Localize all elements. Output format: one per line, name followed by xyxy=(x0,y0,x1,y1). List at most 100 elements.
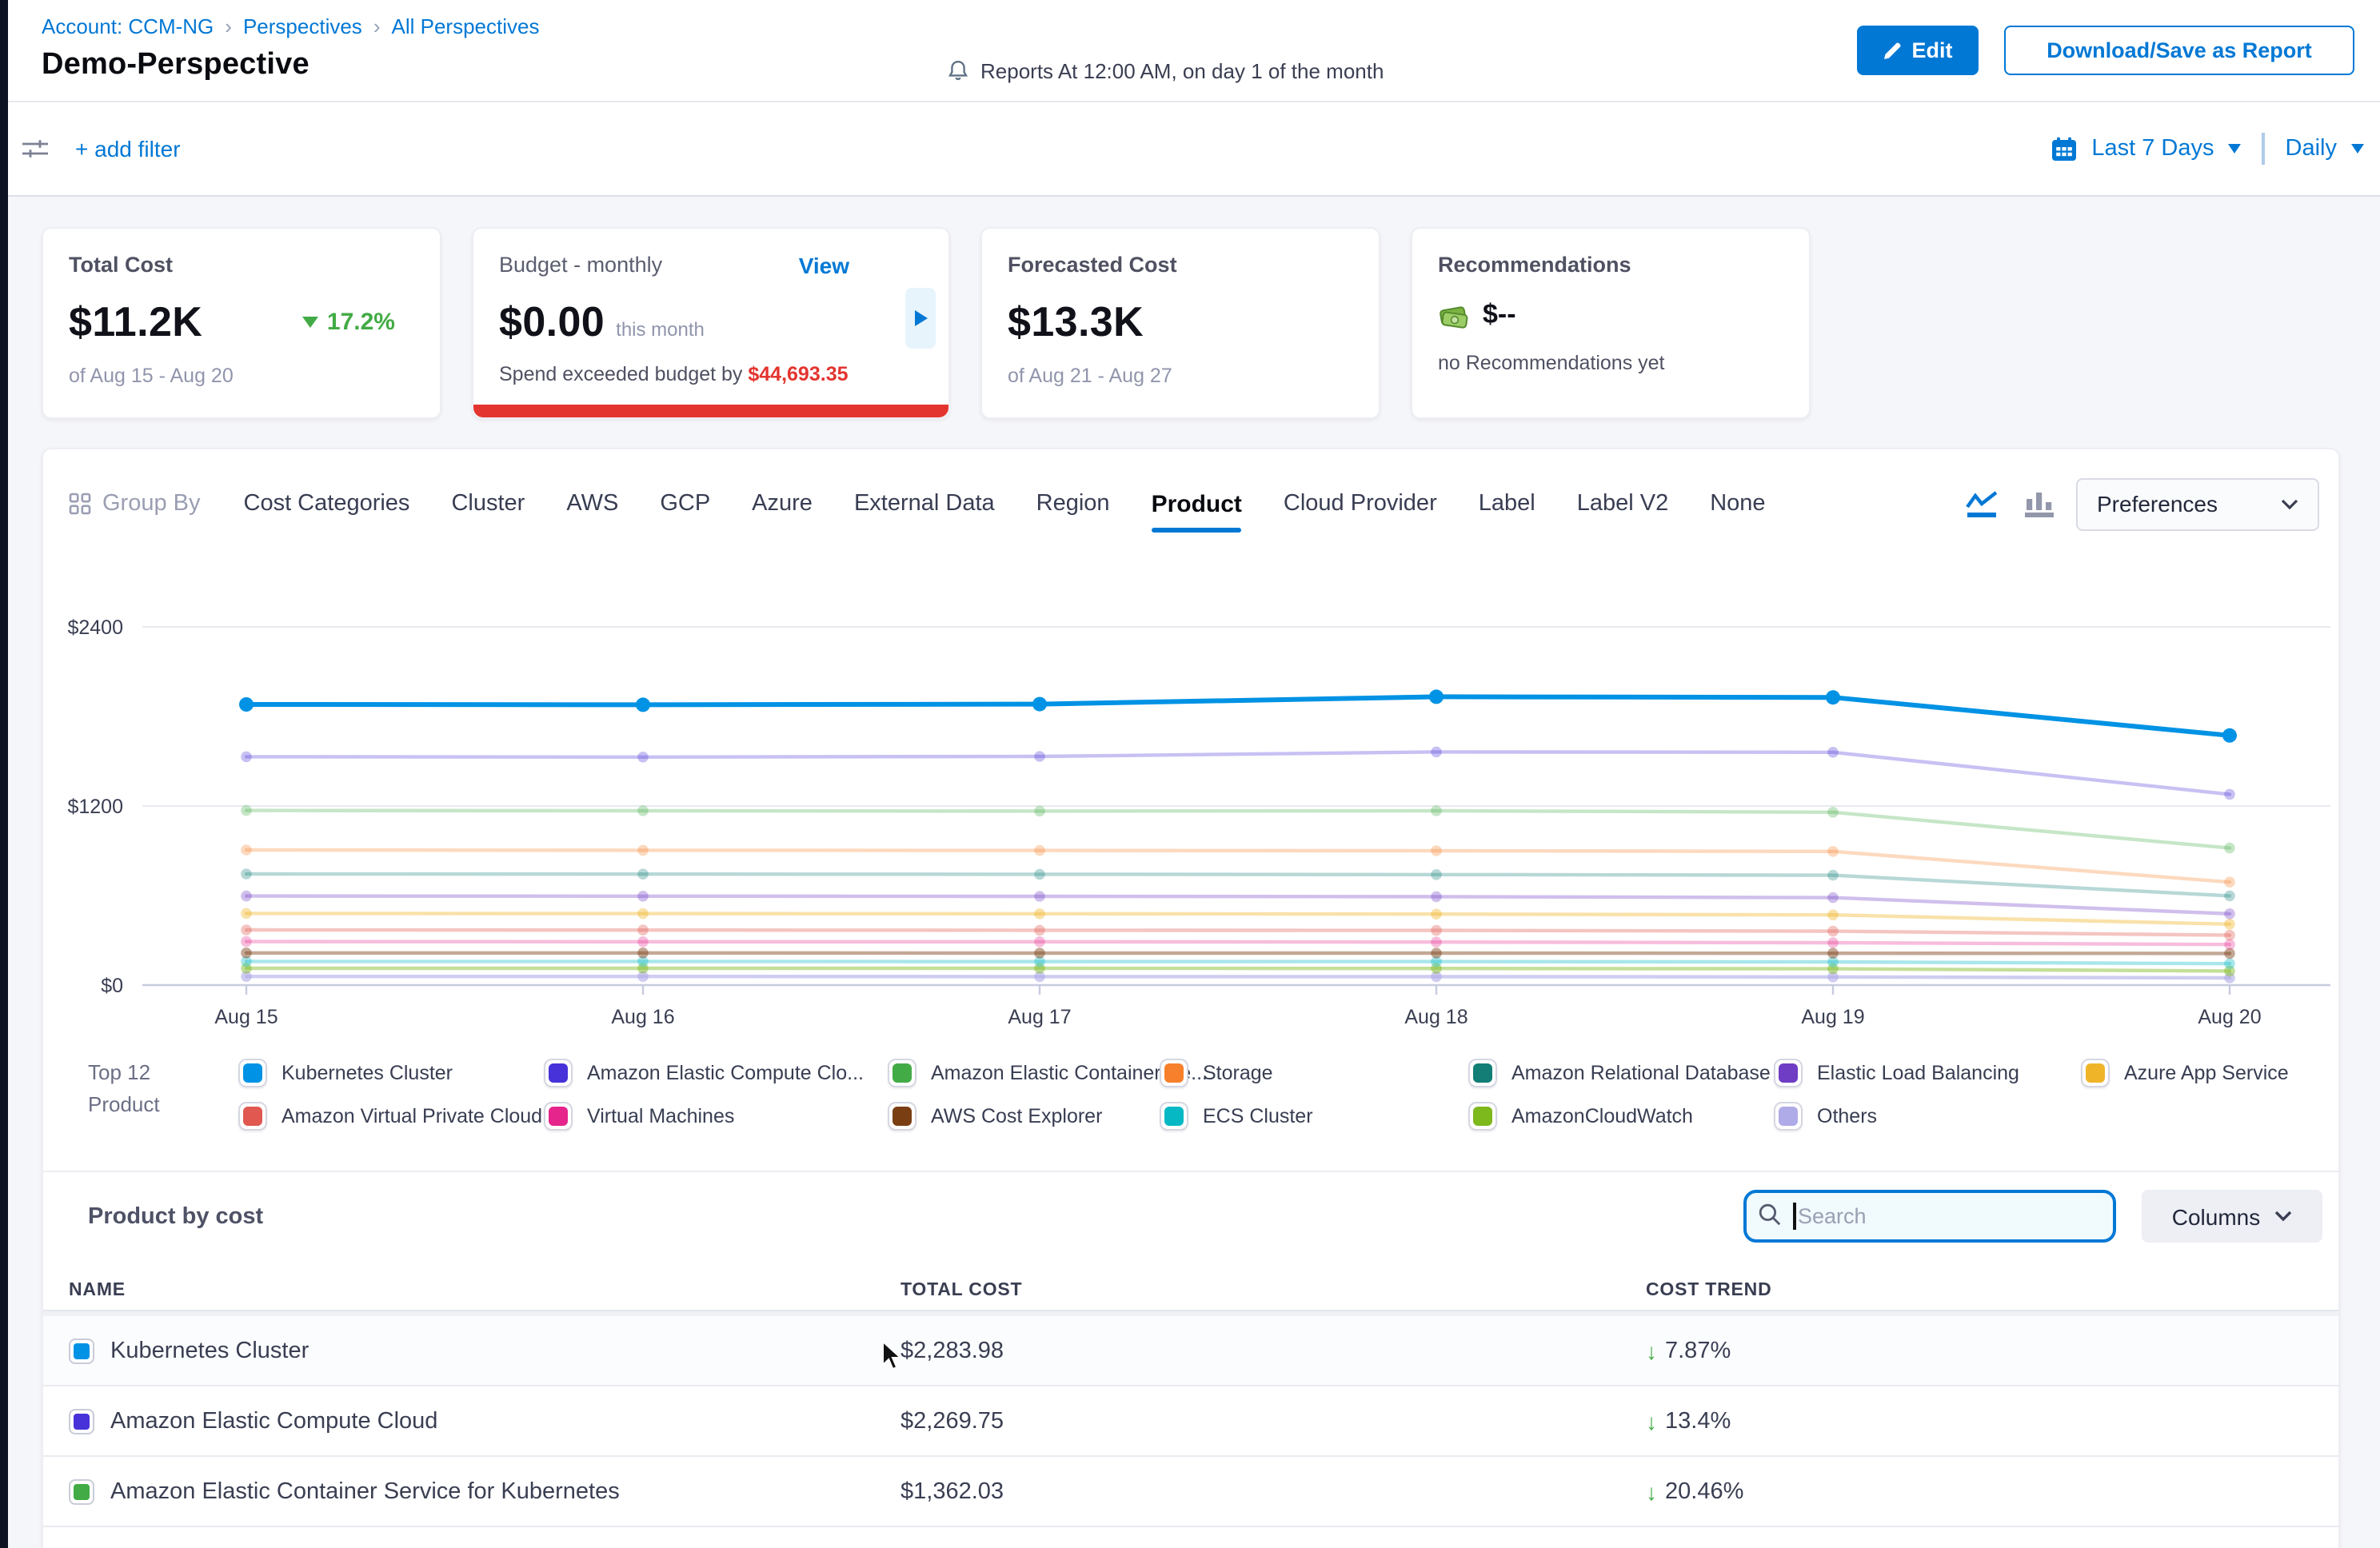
row-name-cell[interactable]: Amazon Elastic Container Service for Kub… xyxy=(69,1478,900,1504)
column-header-total-cost[interactable]: TOTAL COST xyxy=(900,1280,1646,1299)
tab-none[interactable]: None xyxy=(1710,491,1765,517)
tab-external-data[interactable]: External Data xyxy=(854,491,995,517)
table-row-amazon-elastic-compute-cloud[interactable]: Amazon Elastic Compute Cloud $2,269.75↓13… xyxy=(43,1386,2338,1457)
chevron-right-icon xyxy=(914,310,927,326)
columns-button[interactable]: Columns xyxy=(2142,1190,2322,1243)
svg-text:Aug 18: Aug 18 xyxy=(1404,1006,1468,1028)
svg-text:$1200: $1200 xyxy=(67,796,123,818)
cost-line-chart: $0$1200$2400Aug 15Aug 16Aug 17Aug 18Aug … xyxy=(43,577,2342,1057)
legend-label: Amazon Relational Database ... xyxy=(1511,1061,1793,1083)
search-input[interactable] xyxy=(1743,1190,2116,1243)
legend-item-amazoncloudwatch[interactable]: AmazonCloudWatch xyxy=(1468,1101,1774,1130)
svg-text:Aug 17: Aug 17 xyxy=(1008,1006,1071,1028)
trend-down-arrow-icon: ↓ xyxy=(1646,1338,1657,1363)
table-body: Kubernetes Cluster$2,283.98↓7.87%Amazon … xyxy=(43,1316,2338,1527)
legend-item-amazon-relational-database[interactable]: Amazon Relational Database ... xyxy=(1468,1058,1774,1087)
filter-settings-icon[interactable] xyxy=(21,136,50,170)
tab-product[interactable]: Product xyxy=(1152,490,1242,517)
breadcrumb: Account: CCM-NG › Perspectives › All Per… xyxy=(42,14,539,38)
date-range-dropdown[interactable]: Last 7 Days xyxy=(2091,136,2214,162)
bar-chart-icon[interactable] xyxy=(2022,488,2057,520)
row-total-cost: $2,269.75 xyxy=(900,1408,1646,1434)
legend-item-elastic-load-balancing[interactable]: Elastic Load Balancing xyxy=(1774,1058,2081,1087)
preferences-dropdown[interactable]: Preferences xyxy=(2076,477,2319,530)
cost-line-chart-svg: $0$1200$2400Aug 15Aug 16Aug 17Aug 18Aug … xyxy=(43,577,2342,1057)
table-toolbar: Product by cost Columns xyxy=(43,1171,2338,1260)
breadcrumb-separator-icon: › xyxy=(373,14,381,38)
legend-item-ecs-cluster[interactable]: ECS Cluster xyxy=(1160,1101,1468,1130)
row-color-swatch xyxy=(69,1478,94,1504)
search-icon xyxy=(1758,1203,1782,1235)
table-title: Product by cost xyxy=(88,1203,263,1229)
summary-cards: Total Cost $11.2K 17.2% of Aug 15 - Aug … xyxy=(42,227,1811,419)
svg-text:Aug 20: Aug 20 xyxy=(2198,1006,2261,1028)
total-cost-value: $11.2K xyxy=(69,297,202,347)
tab-azure[interactable]: Azure xyxy=(752,491,813,517)
breadcrumb-separator-icon: › xyxy=(225,14,232,38)
legend-item-virtual-machines[interactable]: Virtual Machines xyxy=(544,1101,888,1130)
row-name-cell[interactable]: Amazon Elastic Compute Cloud xyxy=(69,1408,900,1434)
svg-text:Aug 15: Aug 15 xyxy=(214,1006,278,1028)
legend-item-storage[interactable]: Storage xyxy=(1160,1058,1468,1087)
legend-item-amazon-virtual-private-cloud[interactable]: Amazon Virtual Private Cloud xyxy=(238,1101,544,1130)
chevron-down-icon[interactable] xyxy=(2229,144,2242,154)
legend-swatch xyxy=(238,1058,267,1087)
legend-item-amazon-elastic-container-se[interactable]: Amazon Elastic Container Se... xyxy=(888,1058,1160,1087)
legend-item-aws-cost-explorer[interactable]: AWS Cost Explorer xyxy=(888,1101,1160,1130)
search-box xyxy=(1743,1190,2116,1243)
download-save-report-button[interactable]: Download/Save as Report xyxy=(2004,26,2354,75)
card-title: Total Cost xyxy=(69,253,414,277)
row-cost-trend: ↓7.87% xyxy=(1646,1338,2338,1363)
legend-title: Top 12 Product xyxy=(88,1057,160,1122)
granularity-dropdown[interactable]: Daily xyxy=(2286,136,2337,162)
chevron-down-icon xyxy=(2281,498,2298,509)
tab-aws[interactable]: AWS xyxy=(566,491,618,517)
row-color-swatch xyxy=(69,1408,94,1434)
edit-button[interactable]: Edit xyxy=(1857,26,1979,75)
tab-region[interactable]: Region xyxy=(1036,491,1110,517)
collapsed-sidebar-edge xyxy=(0,0,8,1548)
add-filter-button[interactable]: + add filter xyxy=(75,136,181,162)
legend-label: AWS Cost Explorer xyxy=(931,1104,1102,1127)
legend-item-kubernetes-cluster[interactable]: Kubernetes Cluster xyxy=(238,1058,544,1087)
table-row-amazon-elastic-container-service-for-kubernetes[interactable]: Amazon Elastic Container Service for Kub… xyxy=(43,1457,2338,1527)
calendar-icon xyxy=(2050,135,2077,162)
row-name: Kubernetes Cluster xyxy=(110,1338,309,1363)
row-cost-trend: ↓13.4% xyxy=(1646,1408,2338,1434)
budget-view-link[interactable]: View xyxy=(799,253,849,278)
cost-delta: 17.2% xyxy=(303,309,395,336)
tab-cluster[interactable]: Cluster xyxy=(451,491,525,517)
breadcrumb-perspectives[interactable]: Perspectives xyxy=(243,14,362,38)
budget-card: Budget - monthly View $0.00 this month S… xyxy=(472,227,950,419)
filter-bar: + add filter Last 7 Days Daily xyxy=(0,102,2380,197)
tab-cost-categories[interactable]: Cost Categories xyxy=(244,491,410,517)
budget-progress-bar xyxy=(473,405,948,417)
column-header-name[interactable]: NAME xyxy=(69,1280,900,1299)
legend-label: Others xyxy=(1817,1104,1877,1127)
tab-label[interactable]: Label xyxy=(1479,491,1535,517)
pencil-icon xyxy=(1883,41,1903,60)
card-title: Budget - monthly xyxy=(499,253,923,277)
legend-item-others[interactable]: Others xyxy=(1774,1101,2081,1130)
row-name: Amazon Elastic Compute Cloud xyxy=(110,1408,437,1434)
row-name-cell[interactable]: Kubernetes Cluster xyxy=(69,1338,900,1363)
tab-cloud-provider[interactable]: Cloud Provider xyxy=(1284,491,1437,517)
breadcrumb-all-perspectives[interactable]: All Perspectives xyxy=(392,14,540,38)
time-range-controls: Last 7 Days Daily xyxy=(2050,102,2364,195)
legend-item-azure-app-service[interactable]: Azure App Service xyxy=(2081,1058,2326,1087)
breadcrumb-account[interactable]: Account: CCM-NG xyxy=(42,14,214,38)
line-chart-icon[interactable] xyxy=(1964,488,1999,520)
table-row-kubernetes-cluster[interactable]: Kubernetes Cluster$2,283.98↓7.87% xyxy=(43,1316,2338,1386)
row-total-cost: $1,362.03 xyxy=(900,1478,1646,1504)
legend-item-amazon-elastic-compute-clo[interactable]: Amazon Elastic Compute Clo... xyxy=(544,1058,888,1087)
svg-text:Aug 16: Aug 16 xyxy=(611,1006,674,1028)
tab-gcp[interactable]: GCP xyxy=(660,491,710,517)
chevron-down-icon[interactable] xyxy=(2351,144,2364,154)
legend-swatch xyxy=(888,1101,916,1130)
expand-budget-panel-button[interactable] xyxy=(905,288,936,349)
tab-label-v2[interactable]: Label V2 xyxy=(1577,491,1669,517)
legend-swatch xyxy=(2081,1058,2110,1087)
recommendations-note: no Recommendations yet xyxy=(1438,352,1783,374)
triangle-down-icon xyxy=(303,317,319,328)
column-header-cost-trend[interactable]: COST TREND xyxy=(1646,1280,2338,1299)
